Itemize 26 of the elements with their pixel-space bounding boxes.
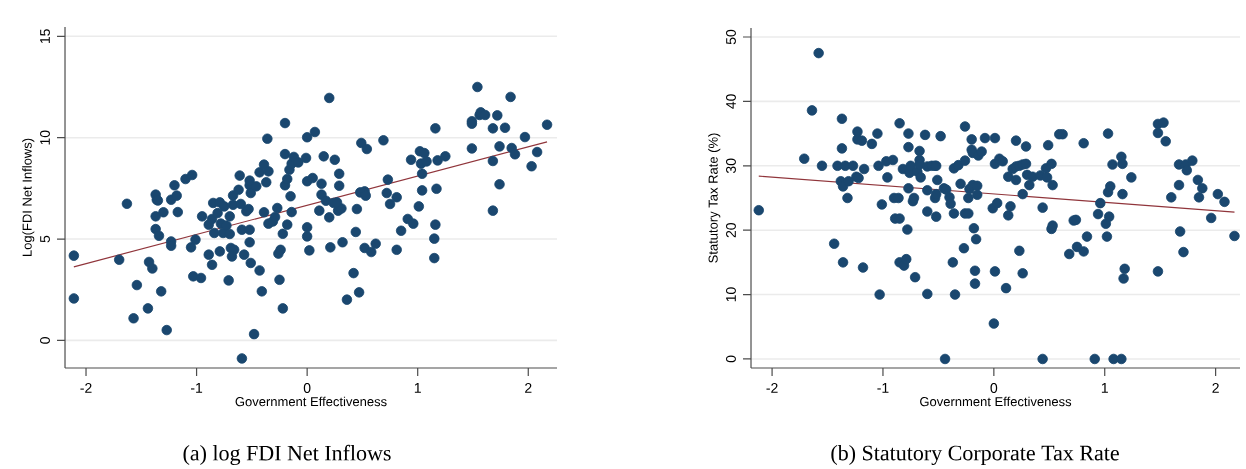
x-tick-label: 2	[1212, 383, 1219, 393]
text: (b) Statutory Corporate Tax Rate	[831, 445, 1119, 465]
x-tick-label: -1	[190, 383, 203, 393]
y-tick-label: 40	[726, 94, 736, 109]
x-axis-title: Government Effectiveness	[235, 396, 387, 407]
x-tick-label: 1	[414, 383, 421, 393]
x-tick-label: 0	[303, 383, 311, 393]
y-tick-label: 20	[726, 222, 736, 238]
y-axis-title: Statutory Tax Rate (%)	[708, 133, 721, 263]
x-tick-label: -2	[80, 383, 92, 393]
x-tick-label: 1	[1101, 383, 1108, 393]
y-tick-label: 10	[726, 287, 736, 302]
x-tick-label: 0	[990, 383, 998, 393]
y-tick-label: 30	[726, 158, 736, 174]
x-tick-label: -1	[877, 383, 889, 393]
x-tick-label: 2	[525, 383, 532, 393]
x-axis-title: Government Effectiveness	[920, 396, 1072, 407]
y-tick-label: 15	[40, 29, 50, 44]
y-tick-label: 10	[40, 130, 50, 145]
y-tick-label: 5	[40, 235, 50, 243]
y-tick-label: 50	[726, 29, 736, 45]
y-axis-title: Log(FDI Net Inflows)	[22, 138, 35, 257]
text: (a) log FDI Net Inflows	[183, 444, 391, 466]
y-tick-label: 0	[726, 355, 736, 363]
x-tick-label: -2	[766, 383, 778, 393]
y-tick-label: 0	[40, 337, 50, 344]
